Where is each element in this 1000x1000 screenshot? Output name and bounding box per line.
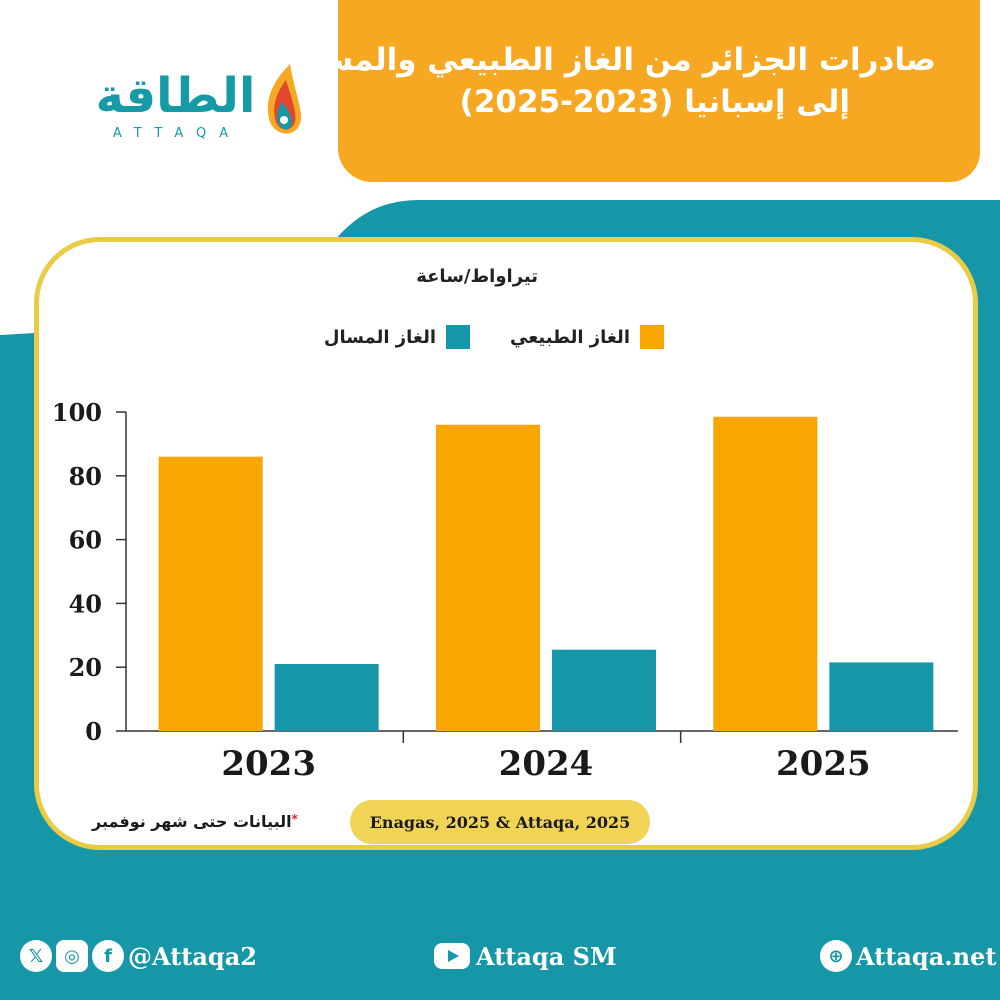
footer-website: ⊕ Attaqa.net (820, 934, 996, 978)
facebook-icon[interactable]: f (92, 940, 124, 972)
logo-arabic-text: الطاقة (95, 68, 256, 124)
logo-latin-text: ATTAQA (112, 126, 242, 141)
x-tick-label: 2024 (499, 744, 594, 784)
globe-icon[interactable]: ⊕ (820, 940, 852, 972)
y-tick-label: 60 (69, 526, 102, 555)
y-tick-label: 20 (69, 653, 102, 682)
y-axis-unit-label: تيراواط/ساعة (416, 266, 538, 287)
bar-lng-2025 (829, 662, 934, 731)
x-icon[interactable]: 𝕏 (20, 940, 52, 972)
footer-social: 𝕏 ◎ f @Attaqa2 (20, 934, 257, 978)
footnote-text: البيانات حتى شهر نوفمبر (92, 812, 292, 831)
flame-drop-icon (267, 64, 302, 134)
chart-title-line-2: إلى إسبانيا (2023-2025) (459, 84, 850, 120)
footnote-marker: * (291, 812, 298, 826)
legend-natural-gas: الغاز الطبيعي (510, 325, 664, 349)
chart-title-line-1: صادرات الجزائر من الغاز الطبيعي والمسال (284, 42, 936, 78)
bar-natural-gas-2024 (436, 424, 540, 731)
legend-label-lng: الغاز المسال (323, 326, 436, 348)
footer-youtube: Attaqa SM (434, 934, 617, 978)
website-link[interactable]: Attaqa.net (856, 941, 997, 971)
source-label: Enagas, 2025 & Attaqa, 2025 (350, 800, 650, 844)
bar-lng-2024 (552, 649, 656, 731)
legend-label-natural-gas: الغاز الطبيعي (509, 326, 630, 348)
social-handle[interactable]: @Attaqa2 (128, 941, 257, 971)
instagram-icon[interactable]: ◎ (56, 940, 88, 972)
y-tick-label: 40 (69, 589, 102, 618)
attaqa-logo: الطاقة ATTAQA (88, 60, 308, 150)
youtube-channel[interactable]: Attaqa SM (476, 941, 617, 971)
y-tick-label: 100 (52, 398, 102, 427)
bar-natural-gas-2025 (713, 416, 818, 731)
legend-swatch-lng (446, 325, 470, 349)
y-tick-label: 0 (85, 717, 102, 746)
legend-lng: الغاز المسال (324, 325, 470, 349)
footnote: *البيانات حتى شهر نوفمبر (92, 812, 298, 831)
title-box: صادرات الجزائر من الغاز الطبيعي والمسال … (284, 0, 980, 182)
x-tick-label: 2023 (221, 744, 316, 784)
bar-lng-2023 (274, 664, 379, 731)
youtube-icon[interactable] (434, 943, 470, 969)
x-tick-label: 2025 (776, 744, 871, 784)
y-tick-label: 80 (69, 462, 102, 491)
legend-swatch-natural-gas (640, 325, 664, 349)
bar-natural-gas-2023 (158, 456, 263, 731)
